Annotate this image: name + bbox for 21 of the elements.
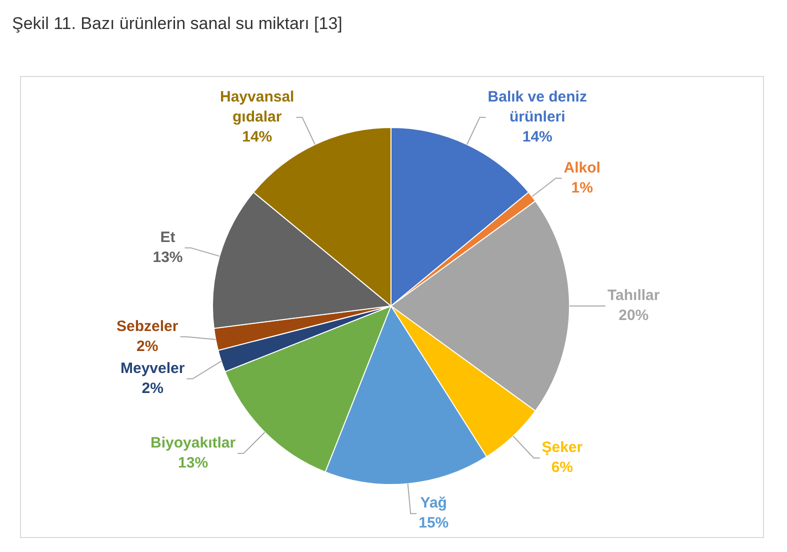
data-label: 20% (618, 307, 649, 324)
data-label: 14% (242, 128, 272, 146)
slice-label: Sebzeler (116, 318, 178, 335)
data-label: 6% (551, 459, 574, 476)
data-label: 2% (142, 380, 164, 397)
slice-label: Et (160, 228, 176, 246)
slice-label: Şeker (542, 439, 583, 456)
data-label: 14% (522, 128, 552, 146)
slice-label: Balık ve deniz ürünleri (488, 88, 587, 126)
slice-label: Meyveler (120, 360, 185, 377)
data-label: 13% (152, 248, 183, 266)
data-label: 1% (571, 179, 593, 196)
slice-label: Tahıllar (607, 287, 660, 304)
data-label: 2% (136, 338, 158, 355)
slice-label: Hayvansal gıdalar (220, 88, 294, 126)
data-label: 15% (418, 514, 449, 532)
data-label: 13% (178, 454, 208, 472)
slice-label: Alkol (564, 159, 600, 176)
chart-title: Şekil 11. Bazı ürünlerin sanal su miktarı [13] (11, 13, 344, 34)
slice-label: Yağ (420, 494, 447, 512)
slice-label: Biyoyakıtlar (150, 434, 236, 452)
